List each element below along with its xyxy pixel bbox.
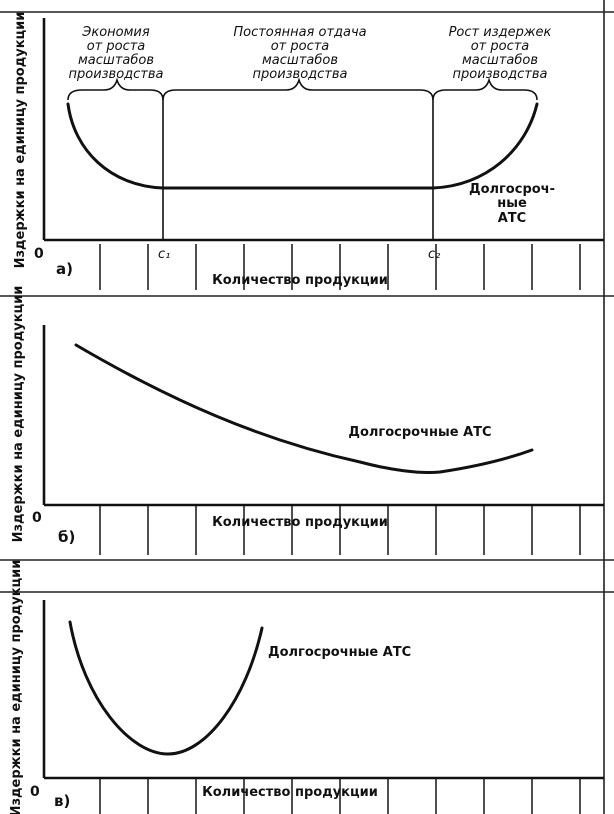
panel-a-region-economies-line4: производства	[68, 67, 163, 82]
panel-c-x-axis-title: Количество продукции	[202, 785, 378, 800]
panel-a-region-constant-line1: Постоянная отдача	[233, 25, 366, 40]
panel-c: 0 в) Количество продукции Издержки на ед…	[9, 560, 604, 814]
panel-a-region-diseconomies-line1: Рост издержек	[449, 25, 552, 40]
panel-a-brace-diseconomies	[432, 77, 538, 101]
panel-a-region-diseconomies-line3: масштабов	[462, 53, 538, 68]
panel-a-region-economies-line1: Экономия	[81, 25, 150, 40]
panel-b-atc-curve	[74, 343, 534, 474]
panel-a: 0 а) Количество продукции Издержки на ед…	[13, 12, 604, 288]
panel-b-x-axis-title: Количество продукции	[212, 515, 388, 530]
panel-c-curve-label: Долгосрочные АТС	[268, 645, 411, 660]
panel-a-curve-label-line3: АТС	[498, 211, 526, 226]
panel-a-region-constant-line3: масштабов	[262, 53, 338, 68]
panel-a-region-constant-line4: производства	[252, 67, 347, 82]
panel-a-brace-economies	[67, 77, 164, 101]
panel-a-tick-c2: c₂	[428, 247, 440, 262]
panel-a-region-constant-line2: от роста	[271, 39, 330, 54]
panel-b-y-axis-title: Издержки на единицу продукции	[11, 286, 26, 543]
panel-a-region-economies-line3: масштабов	[78, 53, 154, 68]
panel-a-region-economies-line2: от роста	[87, 39, 146, 54]
panel-c-y-axis-title: Издержки на единицу продукции	[9, 560, 24, 814]
panel-a-tick-c1: c₁	[158, 247, 170, 262]
panel-a-y-axis-title: Издержки на единицу продукции	[13, 12, 28, 269]
panel-a-brace-constant	[162, 77, 434, 101]
panel-b-origin-label: 0	[32, 510, 42, 526]
panel-c-atc-curve	[68, 620, 264, 756]
panel-a-origin-label: 0	[34, 246, 44, 262]
panel-a-atc-curve	[66, 102, 539, 190]
panel-c-label: в)	[54, 792, 70, 810]
panel-b-curve-label: Долгосрочные АТС	[348, 425, 491, 440]
panel-a-x-axis-title: Количество продукции	[212, 273, 388, 288]
panel-b-label: б)	[58, 528, 75, 546]
panel-a-curve-label-line2: ные	[497, 196, 527, 211]
panel-a-curve-label-line1: Долгосроч-	[469, 182, 555, 197]
panel-a-region-diseconomies-line4: производства	[452, 67, 547, 82]
panel-b: 0 б) Количество продукции Издержки на ед…	[11, 286, 604, 546]
panel-c-origin-label: 0	[30, 784, 40, 800]
panel-a-label: а)	[56, 260, 73, 278]
panel-a-region-diseconomies-line2: от роста	[471, 39, 530, 54]
